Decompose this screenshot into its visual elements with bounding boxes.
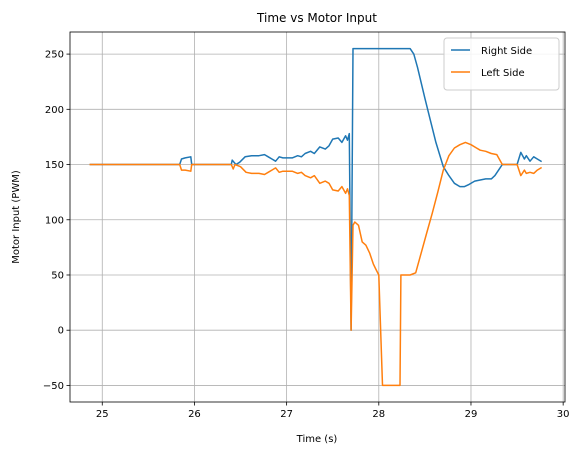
x-tick-label: 26 [188,409,201,420]
legend-box [443,37,560,91]
y-tick-label: 50 [51,270,64,281]
series-layer [89,47,543,387]
legend-label-right-side: Right Side [481,46,532,57]
y-axis: −50 0 50 100 150 200 250 [43,50,70,392]
series-line-left-side [89,141,543,387]
x-tick-label: 28 [372,409,385,420]
chart-title: Time vs Motor Input [256,11,377,25]
y-tick-label: 200 [45,105,64,116]
plot-frame [69,31,566,403]
x-tick-label: 30 [557,409,570,420]
y-tick-label: −50 [43,381,64,392]
y-axis-label: Motor Input (PWM) [11,170,22,264]
x-tick-label: 25 [96,409,109,420]
x-tick-label: 27 [280,409,293,420]
x-axis: 25 26 27 28 29 30 [96,402,570,420]
x-tick-label: 29 [465,409,478,420]
x-axis-label: Time (s) [296,434,338,445]
grid [70,32,565,402]
y-tick-label: 150 [45,160,64,171]
y-tick-label: 250 [45,50,64,61]
y-tick-label: 0 [58,326,64,337]
y-tick-label: 100 [45,215,64,226]
legend: Right Side Left Side [443,37,560,91]
legend-label-left-side: Left Side [481,68,525,79]
series-line-right-side [89,47,543,331]
